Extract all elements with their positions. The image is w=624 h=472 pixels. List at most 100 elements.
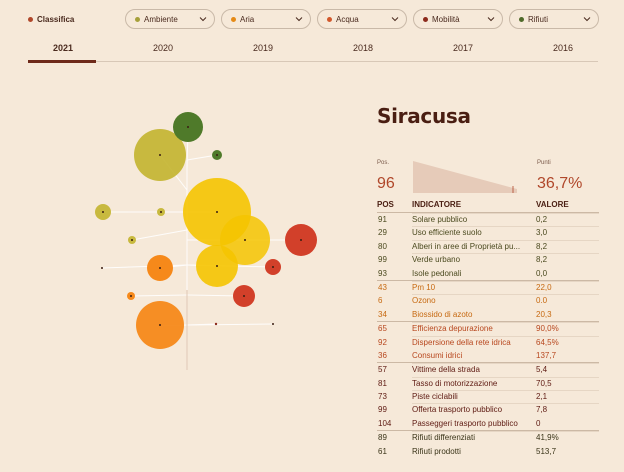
- active-tab-indicator: [28, 60, 96, 63]
- filter-bar: Classifica Ambiente Aria Acqua Mobilità …: [22, 9, 602, 29]
- row-indicator: Isole pedonali: [412, 268, 462, 278]
- row-value: 64,5%: [536, 337, 559, 347]
- row-value: 22,0: [536, 282, 552, 292]
- pos-label: Pos.: [377, 160, 390, 166]
- table-row[interactable]: 43 Pm 10 22,0: [377, 280, 599, 294]
- table-row[interactable]: 29 Uso efficiente suolo 3,0: [377, 226, 599, 239]
- row-pos: 99: [378, 405, 387, 415]
- classifica-chip[interactable]: Classifica: [22, 9, 114, 29]
- score-wedge-graphic: [413, 161, 517, 193]
- mobilita-dot-icon: [423, 16, 428, 22]
- row-indicator: Dispersione della rete idrica: [412, 337, 511, 347]
- table-row[interactable]: 6 Ozono 0.0: [377, 294, 599, 307]
- table-row[interactable]: 91 Solare pubblico 0,2: [377, 213, 599, 226]
- classifica-label: Classifica: [37, 14, 75, 24]
- row-indicator: Efficienza depurazione: [412, 324, 493, 334]
- row-pos: 6: [378, 296, 383, 306]
- table-row[interactable]: 61 Rifiuti prodotti 513,7: [377, 445, 599, 458]
- table-row[interactable]: 89 Rifiuti differenziati 41,9%: [377, 431, 599, 444]
- filter-label: Mobilità: [432, 14, 460, 24]
- row-pos: 80: [378, 241, 387, 251]
- row-value: 0.0: [536, 296, 548, 306]
- row-value: 8,2: [536, 255, 548, 265]
- score-value: 36,7%: [537, 175, 583, 192]
- table-row[interactable]: 57 Vittime della strada 5,4: [377, 363, 599, 376]
- table-row[interactable]: 93 Isole pedonali 0,0: [377, 267, 599, 280]
- row-value: 0,2: [536, 215, 548, 224]
- row-pos: 104: [378, 418, 392, 428]
- filter-label: Aria: [240, 14, 255, 24]
- table-row[interactable]: 99 Verde urbano 8,2: [377, 253, 599, 266]
- row-pos: 65: [378, 324, 387, 334]
- row-indicator: Piste ciclabili: [412, 392, 458, 402]
- filter-label: Rifiuti: [528, 14, 549, 24]
- table-header: POS INDICATORE VALORE: [377, 200, 599, 212]
- row-value: 3,0: [536, 228, 548, 238]
- row-indicator: Tasso di motorizzazione: [412, 378, 498, 388]
- indicator-table: 91 Solare pubblico 0,2 29 Uso efficiente su…: [377, 212, 599, 458]
- group-divider: [377, 279, 599, 281]
- chevron-down-icon: [391, 17, 399, 22]
- row-pos: 43: [378, 282, 387, 292]
- row-indicator: Rifiuti prodotti: [412, 446, 461, 456]
- row-value: 2,1: [536, 392, 548, 402]
- table-row[interactable]: 36 Consumi idrici 137,7: [377, 349, 599, 362]
- chevron-down-icon: [487, 17, 495, 22]
- city-title: Siracusa: [377, 104, 471, 128]
- row-indicator: Vittime della strada: [412, 365, 480, 375]
- tree-circles: [95, 112, 317, 349]
- row-indicator: Passeggeri trasporto pubblico: [412, 418, 518, 428]
- filter-label: Acqua: [336, 14, 359, 24]
- tab-year-2017[interactable]: 2017: [452, 43, 474, 53]
- tab-year-2019[interactable]: 2019: [252, 43, 274, 53]
- row-value: 5,4: [536, 365, 548, 375]
- filter-mobilita[interactable]: Mobilità: [413, 9, 503, 29]
- tab-year-2020[interactable]: 2020: [152, 43, 174, 53]
- table-row[interactable]: 65 Efficienza depurazione 90,0%: [377, 322, 599, 335]
- row-indicator: Alberi in aree di Proprietà pu...: [412, 241, 521, 251]
- rifiuti-dot-icon: [519, 16, 524, 22]
- table-row[interactable]: 80 Alberi in aree di Proprietà pu... 8,2: [377, 239, 599, 253]
- pos-value: 96: [377, 175, 395, 192]
- chevron-down-icon: [199, 17, 207, 22]
- indicator-tree-graphic: [95, 112, 317, 370]
- row-indicator: Rifiuti differenziati: [412, 433, 475, 443]
- table-row[interactable]: 99 Offerta trasporto pubblico 7,8: [377, 403, 599, 416]
- row-value: 0,0: [536, 268, 548, 278]
- row-pos: 91: [378, 215, 387, 224]
- filter-aria[interactable]: Aria: [221, 9, 311, 29]
- tab-year-2018[interactable]: 2018: [352, 43, 374, 53]
- header-value: VALORE: [536, 200, 569, 209]
- row-pos: 29: [378, 228, 387, 238]
- row-pos: 73: [378, 392, 387, 402]
- acqua-dot-icon: [327, 16, 332, 22]
- classifica-dot-icon: [28, 16, 33, 22]
- ambiente-dot-icon: [135, 16, 140, 22]
- table-row[interactable]: 104 Passeggeri trasporto pubblico 0: [377, 417, 599, 430]
- filter-ambiente[interactable]: Ambiente: [125, 9, 215, 29]
- aria-dot-icon: [231, 16, 236, 22]
- table-row[interactable]: 34 Biossido di azoto 20,3: [377, 308, 599, 321]
- tab-year-2021[interactable]: 2021: [52, 43, 74, 53]
- group-divider: [377, 321, 599, 323]
- table-row[interactable]: 92 Dispersione della rete idrica 64,5%: [377, 335, 599, 349]
- score-label: Punti: [537, 160, 551, 166]
- table-row[interactable]: 81 Tasso di motorizzazione 70,5: [377, 376, 599, 390]
- table-row[interactable]: 73 Piste ciclabili 2,1: [377, 390, 599, 403]
- filter-label: Ambiente: [144, 14, 178, 24]
- row-indicator: Verde urbano: [412, 255, 461, 265]
- group-divider: [377, 430, 599, 432]
- row-indicator: Consumi idrici: [412, 350, 463, 360]
- row-indicator: Pm 10: [412, 282, 436, 292]
- group-divider: [377, 362, 599, 364]
- filter-rifiuti[interactable]: Rifiuti: [509, 9, 599, 29]
- filter-acqua[interactable]: Acqua: [317, 9, 407, 29]
- row-indicator: Ozono: [412, 296, 436, 306]
- tab-year-2016[interactable]: 2016: [552, 43, 574, 53]
- row-value: 20,3: [536, 309, 552, 319]
- row-pos: 34: [378, 309, 387, 319]
- row-pos: 61: [378, 446, 387, 456]
- chevron-down-icon: [583, 17, 591, 22]
- tree-branches: [101, 126, 301, 370]
- row-pos: 93: [378, 268, 387, 278]
